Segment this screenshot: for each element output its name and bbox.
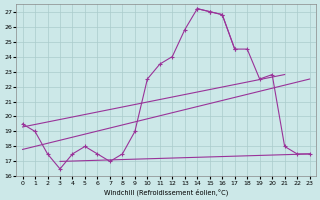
X-axis label: Windchill (Refroidissement éolien,°C): Windchill (Refroidissement éolien,°C) [104, 188, 228, 196]
